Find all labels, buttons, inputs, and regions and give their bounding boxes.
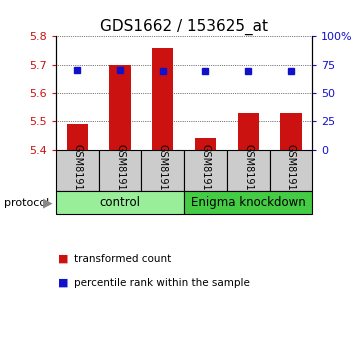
Text: ■: ■ — [58, 278, 68, 288]
Text: GSM81918: GSM81918 — [243, 144, 253, 197]
Bar — [109, 65, 131, 150]
Bar — [280, 113, 301, 150]
Bar — [99, 150, 142, 191]
Bar — [184, 150, 227, 191]
Text: transformed count: transformed count — [74, 254, 171, 264]
Text: control: control — [100, 196, 140, 209]
Bar — [152, 48, 173, 150]
Bar — [142, 150, 184, 191]
Title: GDS1662 / 153625_at: GDS1662 / 153625_at — [100, 19, 268, 35]
Text: ▶: ▶ — [43, 196, 53, 209]
Bar — [184, 191, 312, 214]
Text: ■: ■ — [58, 254, 68, 264]
Bar — [195, 138, 216, 150]
Bar — [238, 113, 259, 150]
Text: percentile rank within the sample: percentile rank within the sample — [74, 278, 250, 288]
Text: GSM81915: GSM81915 — [115, 144, 125, 197]
Text: GSM81917: GSM81917 — [200, 144, 210, 197]
Bar — [56, 150, 99, 191]
Text: GSM81916: GSM81916 — [158, 144, 168, 197]
Text: GSM81914: GSM81914 — [72, 144, 82, 197]
Text: Enigma knockdown: Enigma knockdown — [191, 196, 305, 209]
Bar — [67, 124, 88, 150]
Text: GSM81919: GSM81919 — [286, 144, 296, 197]
Text: protocol: protocol — [4, 198, 49, 208]
Bar — [56, 191, 184, 214]
Bar — [270, 150, 312, 191]
Bar — [227, 150, 270, 191]
